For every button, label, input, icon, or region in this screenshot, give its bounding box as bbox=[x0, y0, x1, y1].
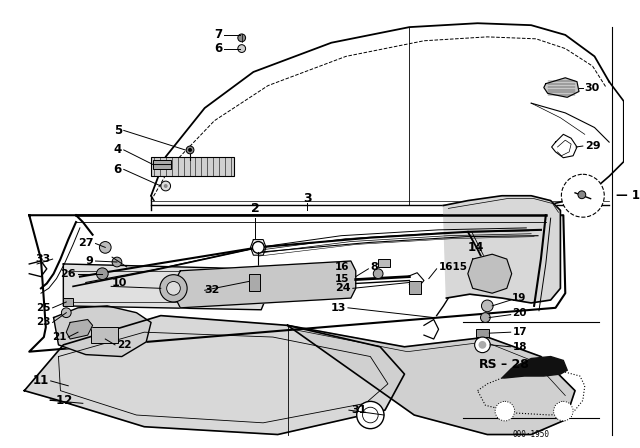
Circle shape bbox=[475, 337, 490, 353]
Text: 33: 33 bbox=[35, 254, 51, 264]
Bar bbox=[153, 159, 170, 169]
Polygon shape bbox=[502, 357, 567, 378]
Text: 000·1950: 000·1950 bbox=[513, 430, 550, 439]
Text: 9: 9 bbox=[86, 256, 93, 266]
Text: 26: 26 bbox=[60, 269, 76, 279]
Circle shape bbox=[481, 313, 490, 323]
Text: 11: 11 bbox=[33, 375, 49, 388]
Text: 18: 18 bbox=[513, 342, 527, 352]
Circle shape bbox=[112, 257, 122, 267]
Polygon shape bbox=[552, 134, 577, 158]
Polygon shape bbox=[24, 315, 404, 435]
Circle shape bbox=[495, 401, 515, 421]
Text: 13: 13 bbox=[331, 303, 346, 313]
Text: 14: 14 bbox=[468, 241, 484, 254]
Polygon shape bbox=[63, 264, 268, 310]
Bar bbox=[91, 327, 118, 343]
Text: — 1: — 1 bbox=[616, 189, 640, 202]
Bar bbox=[410, 280, 421, 294]
Text: 10: 10 bbox=[112, 279, 127, 289]
Text: 6: 6 bbox=[113, 163, 122, 176]
Circle shape bbox=[188, 148, 192, 152]
Text: RS: RS bbox=[479, 358, 497, 371]
Bar bbox=[248, 274, 260, 291]
Text: 32: 32 bbox=[205, 285, 220, 295]
Text: 27: 27 bbox=[78, 238, 93, 249]
Circle shape bbox=[161, 181, 170, 191]
Bar bbox=[151, 157, 234, 176]
Text: 16: 16 bbox=[335, 262, 349, 272]
Circle shape bbox=[164, 184, 168, 188]
Text: 22: 22 bbox=[117, 340, 131, 350]
Circle shape bbox=[61, 308, 71, 318]
Polygon shape bbox=[468, 254, 511, 293]
Text: – 28: – 28 bbox=[501, 358, 529, 371]
Circle shape bbox=[186, 146, 194, 154]
Circle shape bbox=[481, 300, 493, 312]
Text: 8: 8 bbox=[371, 262, 378, 272]
Circle shape bbox=[99, 241, 111, 253]
Text: 1615: 1615 bbox=[438, 262, 468, 272]
Text: 5: 5 bbox=[113, 124, 122, 137]
Text: ‒12: ‒12 bbox=[49, 394, 73, 407]
Text: 15: 15 bbox=[335, 274, 349, 284]
Circle shape bbox=[252, 241, 264, 253]
Text: 25: 25 bbox=[36, 303, 51, 313]
Polygon shape bbox=[444, 196, 561, 303]
Circle shape bbox=[238, 45, 246, 52]
Text: 21: 21 bbox=[52, 332, 67, 342]
Circle shape bbox=[578, 191, 586, 198]
Circle shape bbox=[554, 401, 573, 421]
Text: 6: 6 bbox=[214, 42, 222, 55]
Text: 19: 19 bbox=[511, 293, 526, 303]
Circle shape bbox=[166, 281, 180, 295]
Polygon shape bbox=[287, 325, 575, 435]
Text: 29: 29 bbox=[585, 141, 600, 151]
Polygon shape bbox=[67, 319, 93, 339]
Text: 4: 4 bbox=[113, 143, 122, 156]
Text: 30: 30 bbox=[585, 82, 600, 93]
Bar bbox=[476, 329, 489, 337]
Circle shape bbox=[356, 401, 384, 429]
Polygon shape bbox=[544, 78, 579, 97]
Circle shape bbox=[373, 269, 383, 279]
Text: 31: 31 bbox=[351, 405, 366, 415]
Bar bbox=[63, 298, 73, 306]
Circle shape bbox=[97, 268, 108, 280]
Circle shape bbox=[479, 341, 486, 349]
Circle shape bbox=[363, 407, 378, 423]
Polygon shape bbox=[54, 306, 151, 357]
Circle shape bbox=[238, 34, 246, 42]
Polygon shape bbox=[175, 261, 356, 308]
Text: 23: 23 bbox=[36, 318, 51, 327]
Text: 3: 3 bbox=[303, 192, 311, 205]
Circle shape bbox=[160, 275, 187, 302]
Text: 7: 7 bbox=[214, 28, 222, 41]
Bar bbox=[378, 259, 390, 267]
Text: 24: 24 bbox=[335, 283, 351, 293]
Circle shape bbox=[561, 174, 604, 217]
Text: 2: 2 bbox=[251, 202, 260, 215]
Text: 17: 17 bbox=[513, 327, 527, 337]
Text: 20: 20 bbox=[511, 308, 526, 318]
